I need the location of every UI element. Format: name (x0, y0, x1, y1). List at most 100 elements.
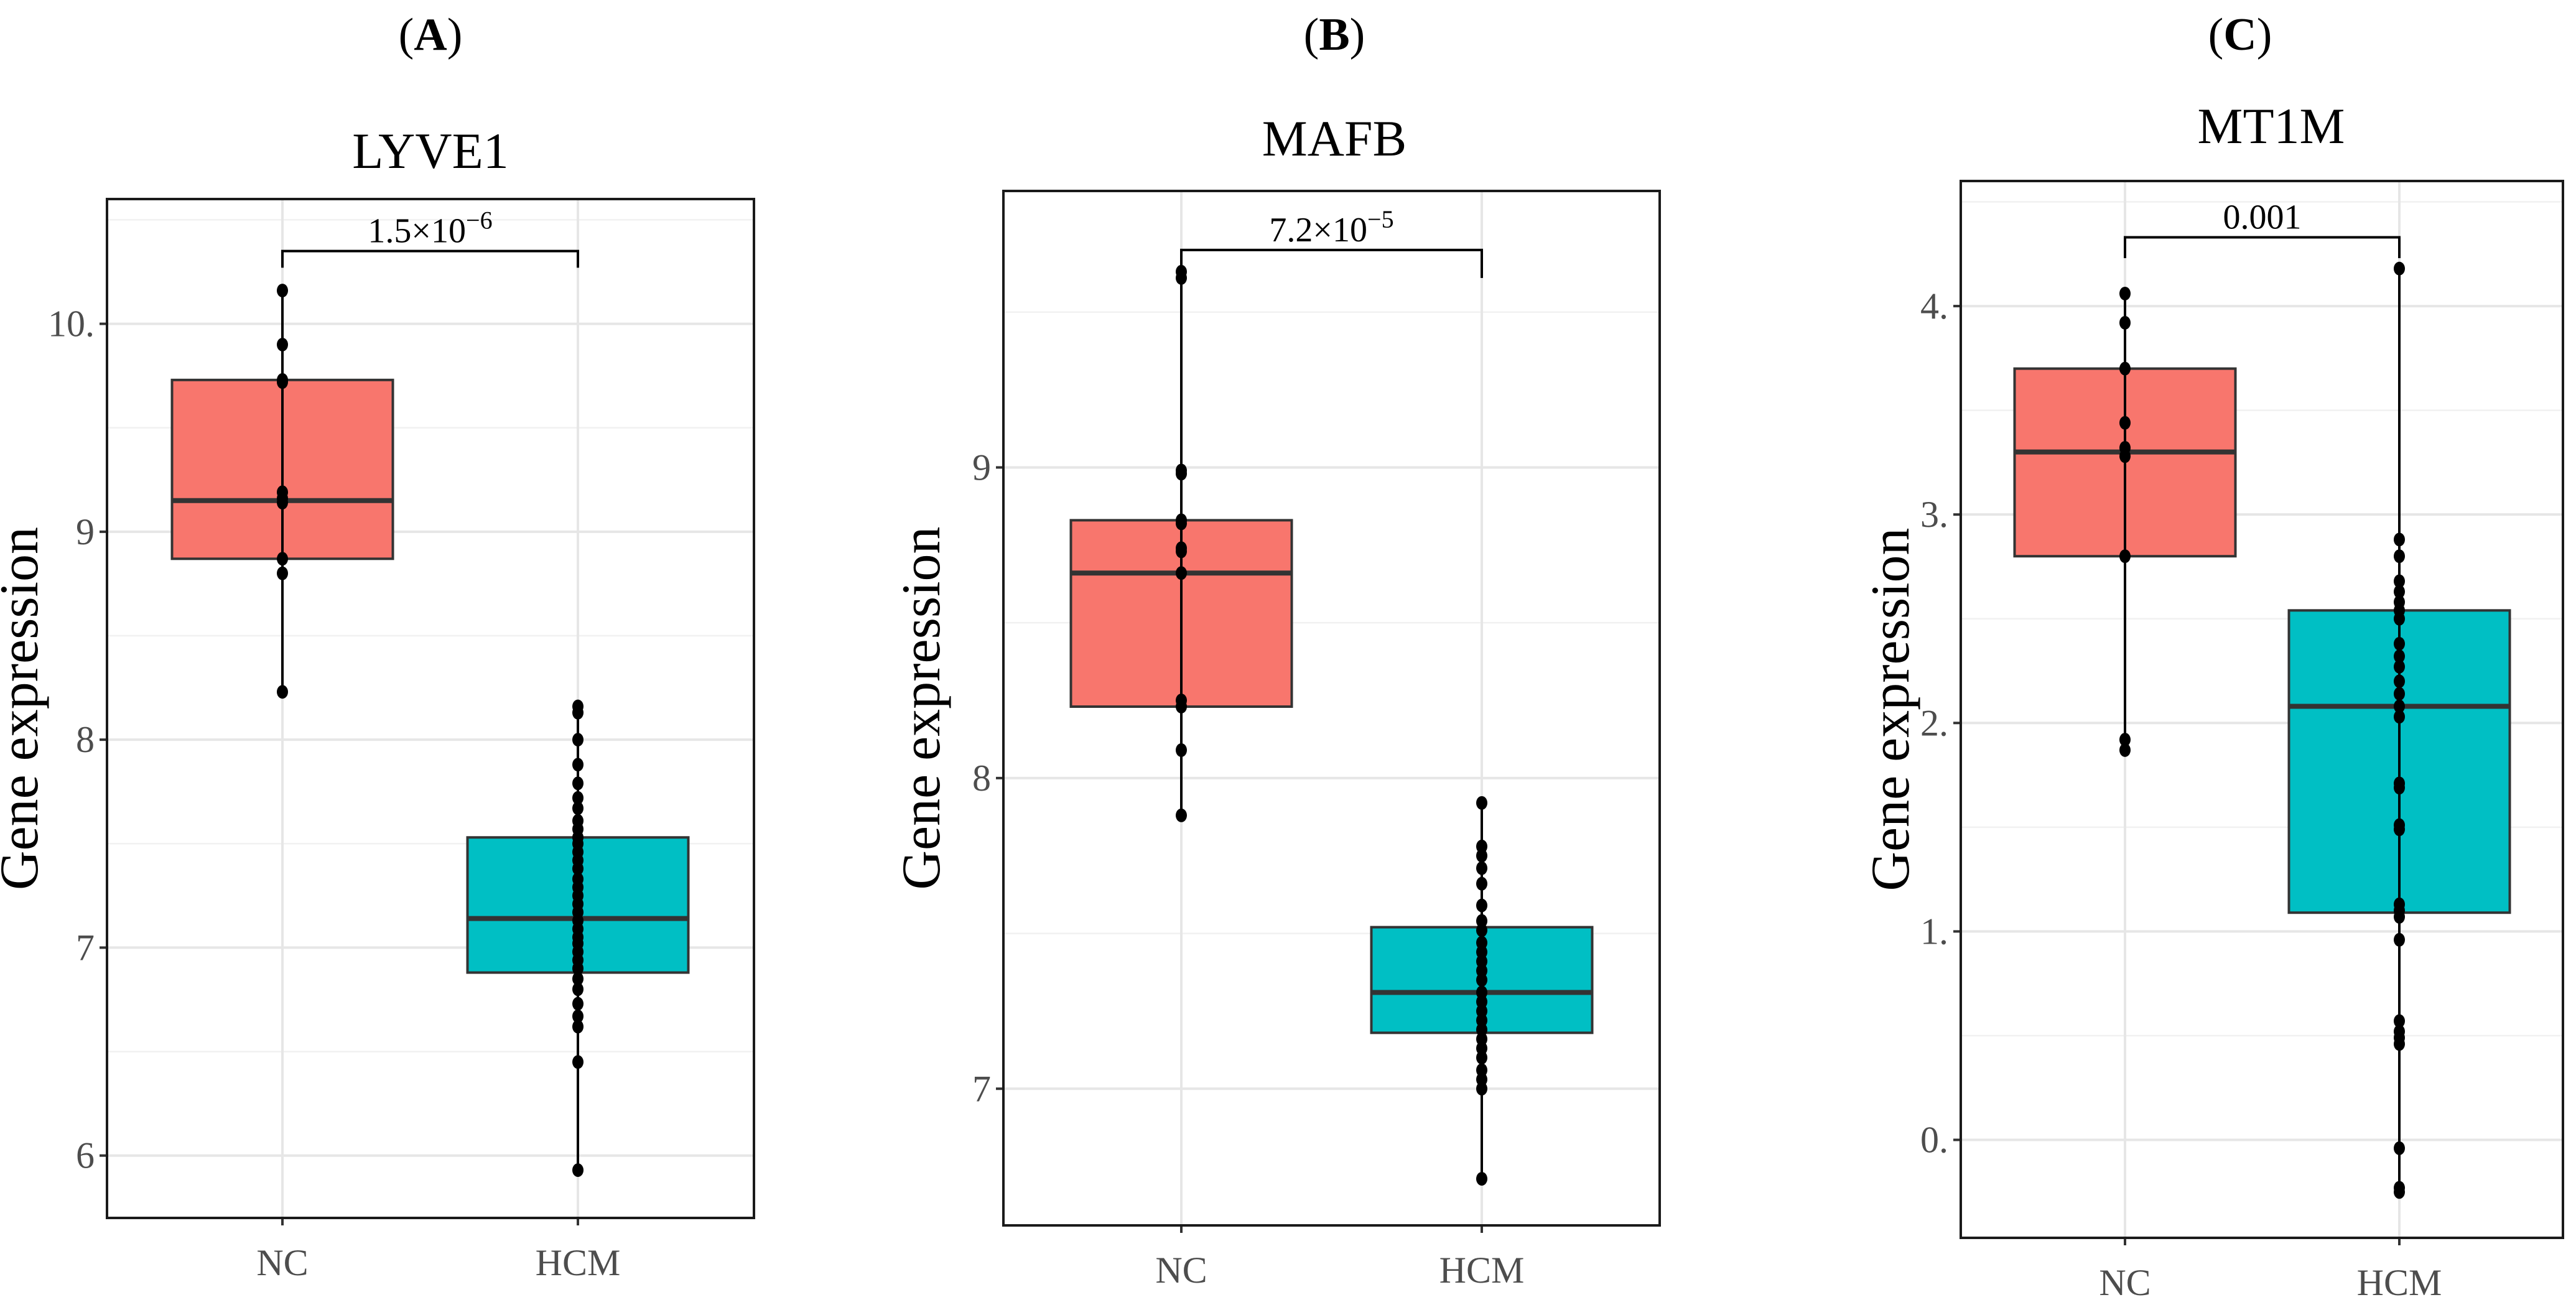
data-point (2119, 549, 2131, 564)
data-point (2394, 822, 2405, 837)
chart-title: LYVE1 (352, 123, 508, 179)
x-tick-label: HCM (536, 1242, 621, 1283)
data-point (1476, 898, 1487, 913)
y-axis-title: Gene expression (0, 527, 50, 890)
data-point (572, 776, 584, 791)
y-tick-label: 8 (972, 758, 991, 799)
data-point (1476, 973, 1487, 987)
y-tick-label: 1. (1920, 911, 1948, 952)
data-point (1176, 566, 1187, 580)
panel-lyve1: (A) LYVE1 6 7 8 9 10. NC HCM Gene expression 1.5×1… (0, 9, 755, 1283)
data-point (572, 1020, 584, 1034)
data-point (2394, 549, 2405, 564)
plot-frame (1002, 190, 1661, 1227)
data-point (572, 862, 584, 876)
x-tick-label: NC (1155, 1250, 1207, 1291)
data-point (2394, 909, 2405, 924)
x-tick-label: HCM (1439, 1250, 1525, 1291)
data-point (572, 791, 584, 805)
data-point (2394, 585, 2405, 599)
data-point (2394, 649, 2405, 664)
data-point (572, 733, 584, 747)
data-point (2119, 361, 2131, 376)
data-point (1476, 1082, 1487, 1096)
chart-title: MAFB (1262, 110, 1407, 167)
data-point (2119, 286, 2131, 300)
p-value-label: 1.5×10−6 (368, 207, 492, 251)
significance-bracket (1180, 248, 1483, 278)
data-point (572, 996, 584, 1011)
data-point (1476, 876, 1487, 891)
y-tick-label: 4. (1920, 286, 1948, 327)
data-point (1476, 861, 1487, 875)
data-point (1176, 516, 1187, 531)
data-point (2394, 781, 2405, 795)
y-tick-label: 2. (1920, 702, 1948, 743)
data-point (2394, 659, 2405, 674)
data-point (572, 705, 584, 720)
data-point (1176, 743, 1187, 757)
data-point (2394, 687, 2405, 701)
data-point (572, 1055, 584, 1069)
data-point (2394, 932, 2405, 947)
data-point (572, 972, 584, 986)
y-tick-label: 7 (76, 927, 95, 968)
data-point (277, 496, 288, 510)
data-point (572, 1163, 584, 1178)
data-point (1176, 808, 1187, 822)
plot-frame (1960, 180, 2564, 1239)
significance-bracket (2124, 236, 2401, 258)
data-point (572, 758, 584, 772)
data-point (1476, 796, 1487, 810)
data-point (2119, 743, 2131, 757)
panel-mafb: (B) MAFB 7 8 9 NC HCM Gene expression 7.2×10−5 (891, 9, 1661, 1291)
y-tick-label: 6 (76, 1135, 95, 1176)
data-point (2394, 674, 2405, 689)
data-point (277, 375, 288, 389)
chart-title: MT1M (2198, 98, 2345, 154)
data-point (277, 338, 288, 351)
data-point (1476, 923, 1487, 937)
data-point (2394, 636, 2405, 651)
plot-frame (106, 198, 755, 1219)
y-tick-label: 3. (1920, 494, 1948, 535)
data-point (2394, 574, 2405, 588)
data-point (2119, 416, 2131, 430)
y-axis-title: Gene expression (891, 526, 952, 890)
data-point (277, 284, 288, 298)
data-point (572, 1009, 584, 1023)
y-axis-title: Gene expression (1861, 527, 1921, 891)
panel-label: (B) (1304, 9, 1365, 60)
significance-bracket (281, 249, 579, 268)
data-point (572, 801, 584, 815)
data-point (2394, 532, 2405, 547)
y-tick-label: 0. (1920, 1119, 1948, 1160)
data-point (1476, 848, 1487, 863)
data-point (1176, 467, 1187, 481)
p-value-label: 0.001 (2223, 198, 2302, 236)
data-point (2394, 1037, 2405, 1051)
panel-label: (C) (2208, 9, 2272, 60)
data-point (2394, 699, 2405, 713)
x-tick-label: NC (256, 1242, 308, 1283)
data-point (572, 982, 584, 996)
y-tick-label: 8 (76, 719, 95, 760)
x-tick-label: HCM (2357, 1262, 2442, 1303)
data-point (2394, 1014, 2405, 1028)
data-point (1176, 700, 1187, 714)
panel-label: (A) (399, 9, 463, 60)
data-point (2119, 733, 2131, 747)
data-point (277, 685, 288, 699)
data-point (1176, 544, 1187, 559)
data-point (2394, 710, 2405, 724)
data-point (277, 566, 288, 580)
data-point (277, 552, 288, 566)
data-point (1476, 1172, 1487, 1186)
data-point (2119, 315, 2131, 330)
x-tick-label: NC (2099, 1262, 2151, 1303)
data-point (2394, 261, 2405, 276)
y-tick-label: 9 (972, 447, 991, 488)
panel-mt1m: (C) MT1M 0. 1. 2. 3. 4. NC HCM Gene expression 0.0… (1861, 9, 2564, 1303)
data-point (2394, 1185, 2405, 1199)
